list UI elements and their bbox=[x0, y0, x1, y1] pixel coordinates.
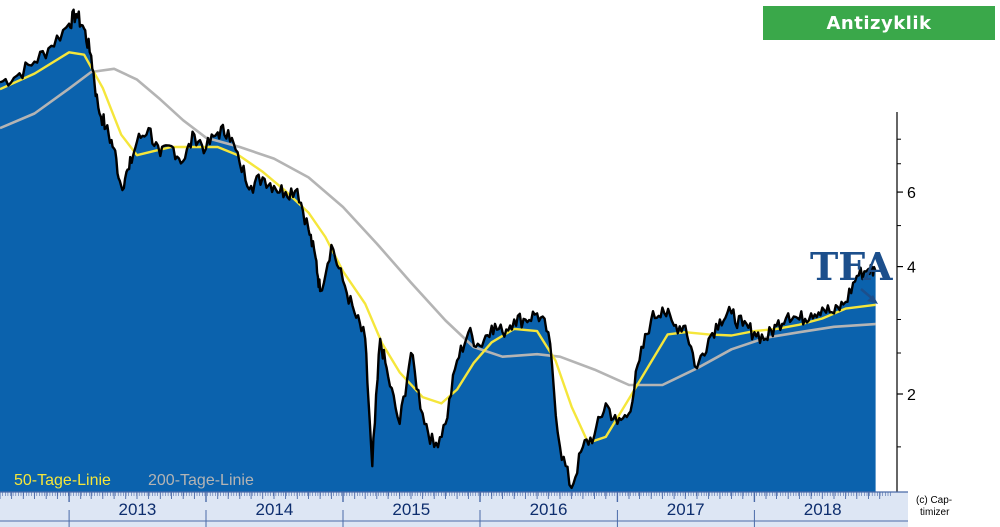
y-tick-label: 6 bbox=[907, 185, 916, 202]
y-axis: 2 4 6 bbox=[896, 112, 916, 492]
ma200-line bbox=[0, 67, 876, 387]
x-year-label: 2015 bbox=[392, 500, 430, 519]
x-year-label: 2017 bbox=[667, 500, 705, 519]
credit: (c) Cap- timizer bbox=[916, 495, 952, 518]
price-area bbox=[0, 9, 876, 492]
x-year-label: 2018 bbox=[804, 500, 842, 519]
price-area-layer bbox=[0, 9, 876, 492]
credit-line-2: timizer bbox=[920, 507, 950, 518]
price-line-layer bbox=[0, 8, 877, 490]
x-year-label: 2013 bbox=[118, 500, 156, 519]
credit-line-1: (c) Cap- bbox=[916, 495, 952, 506]
price-line bbox=[0, 8, 877, 490]
ma50-layer bbox=[0, 51, 876, 444]
tfa-logo-text: TFA bbox=[810, 244, 893, 289]
x-year-label: 2014 bbox=[255, 500, 293, 519]
legend: 50-Tage-Linie 200-Tage-Linie bbox=[14, 472, 254, 489]
legend-ma50-label: 50-Tage-Linie bbox=[14, 472, 111, 489]
x-year-label: 2016 bbox=[530, 500, 568, 519]
ma200-layer bbox=[0, 67, 876, 387]
strategy-badge: Antizyklik bbox=[763, 6, 995, 40]
legend-ma200-label: 200-Tage-Linie bbox=[148, 472, 254, 489]
pointer-arrow-icon bbox=[860, 288, 878, 304]
y-tick-label: 2 bbox=[907, 387, 916, 404]
y-tick-label: 4 bbox=[907, 260, 916, 277]
tfa-logo: TFA bbox=[810, 244, 893, 289]
ma50-line bbox=[0, 51, 876, 444]
x-axis: 2013 2014 2015 2016 2017 2018 bbox=[0, 491, 908, 527]
